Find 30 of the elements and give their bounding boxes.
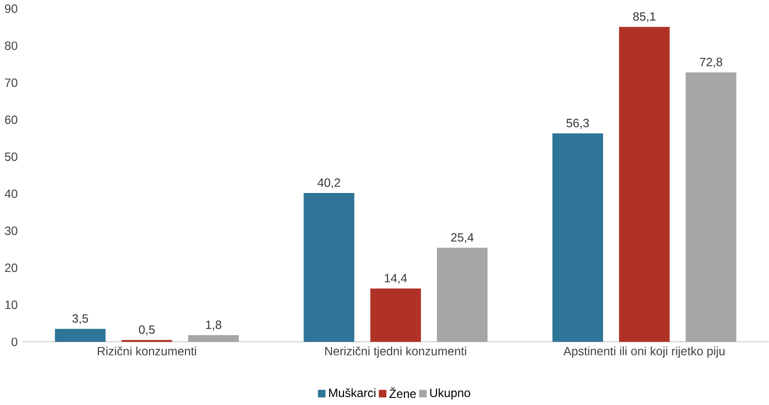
y-tick-label: 60 (5, 115, 18, 124)
y-tick-label: 30 (4, 226, 18, 235)
y-tick-label: 70 (5, 78, 18, 87)
data-label: 14,4 (384, 274, 407, 284)
bar (370, 288, 421, 342)
data-label: 85,1 (633, 12, 656, 22)
data-label: 1,8 (206, 320, 222, 330)
legend-label: Muškarci (329, 388, 376, 398)
data-label: 3,5 (72, 314, 88, 324)
data-label: 56,3 (566, 118, 589, 129)
x-tick-label: Rizični konzumenti (98, 346, 196, 356)
y-tick-label: 40 (4, 189, 18, 198)
data-label: 72,8 (700, 58, 722, 68)
bar (552, 133, 604, 342)
y-tick-label: 50 (4, 152, 18, 161)
legend-label: Žene (389, 387, 416, 398)
bar (619, 26, 670, 342)
x-tick-label: Apstinenti ili oni koji rijetko piju (563, 346, 725, 358)
data-label: 40,2 (318, 178, 340, 188)
y-tick-label: 80 (4, 41, 18, 50)
y-tick-label: 90 (5, 4, 18, 13)
y-tick-label: 20 (5, 263, 18, 272)
bar (304, 192, 354, 342)
bar (54, 328, 106, 342)
data-label: 25,4 (451, 233, 474, 243)
data-label: 0,5 (138, 325, 155, 336)
y-tick-label: 0 (12, 337, 18, 346)
legend-label: Ukupno (430, 388, 470, 400)
y-tick-label: 10 (5, 300, 18, 309)
x-tick-label: Nerizični tjedni konzumenti (325, 346, 466, 358)
